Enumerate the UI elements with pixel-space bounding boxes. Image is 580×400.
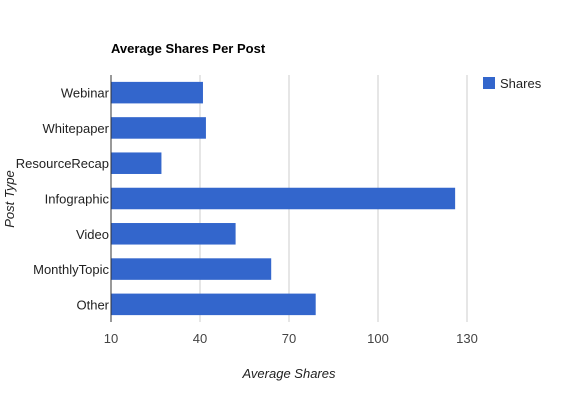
y-axis-title: Post Type: [2, 170, 17, 228]
bar-whitepaper: [111, 117, 206, 139]
x-tick-labels: 10 40 70 100 130: [104, 331, 478, 346]
x-axis-title: Average Shares: [242, 366, 336, 381]
chart-title: Average Shares Per Post: [111, 41, 266, 56]
y-tick-label-whitepaper: Whitepaper: [43, 121, 110, 136]
y-tick-labels: Webinar Whitepaper ResourceRecap Infographi…: [16, 86, 110, 313]
y-tick-label-webinar: Webinar: [61, 86, 110, 101]
bar-video: [111, 223, 236, 245]
y-tick-label-video: Video: [76, 227, 109, 242]
y-tick-label-other: Other: [76, 297, 109, 312]
y-tick-label-infographic: Infographic: [45, 192, 110, 207]
x-tick-label: 40: [193, 331, 207, 346]
y-tick-label-monthlytopic: MonthlyTopic: [33, 262, 109, 277]
bars: [111, 81, 456, 316]
x-tick-label: 130: [456, 331, 478, 346]
x-tick-label: 70: [282, 331, 296, 346]
bar-resourcerecap: [111, 152, 162, 174]
legend-label-shares: Shares: [500, 76, 542, 91]
legend-swatch-shares: [483, 77, 495, 89]
legend: Shares: [483, 76, 542, 91]
bar-other: [111, 293, 316, 316]
bar-webinar: [111, 81, 203, 104]
bar-infographic: [111, 187, 456, 210]
y-tick-label-resourcerecap: ResourceRecap: [16, 156, 109, 171]
x-tick-label: 100: [367, 331, 389, 346]
bar-monthlytopic: [111, 258, 272, 280]
x-tick-label: 10: [104, 331, 118, 346]
